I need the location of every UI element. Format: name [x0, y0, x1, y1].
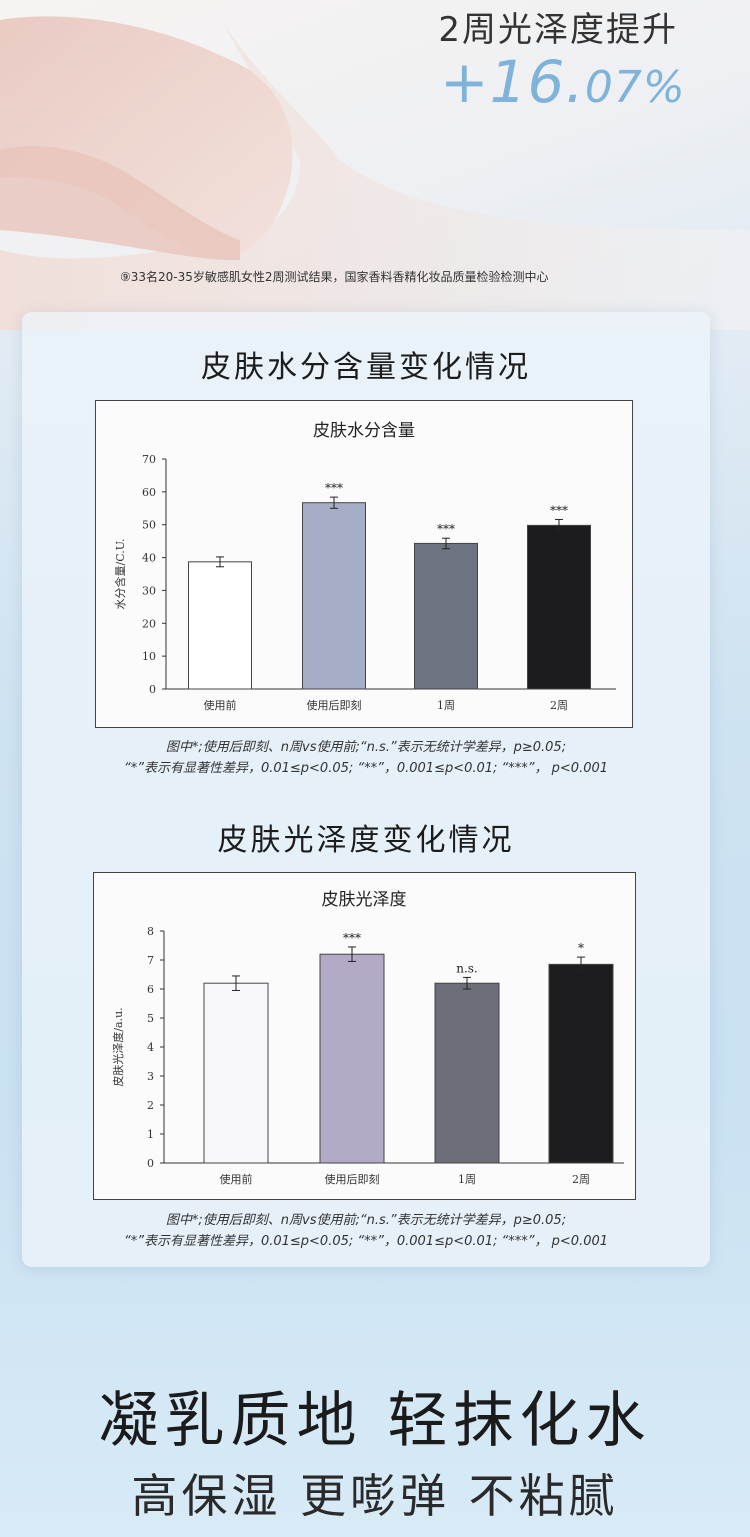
bar: [188, 561, 252, 690]
y-tick-label: 0: [147, 1157, 154, 1170]
significance-label: n.s.: [456, 961, 478, 975]
y-tick-label: 20: [142, 617, 156, 630]
x-tick-label: 使用前: [220, 1172, 253, 1186]
bar: [319, 953, 385, 1164]
moisture-section-title: 皮肤水分含量变化情况: [201, 350, 531, 385]
bar: [548, 963, 614, 1164]
chart-title: 皮肤水分含量: [313, 421, 415, 441]
y-tick-label: 4: [147, 1041, 154, 1054]
y-tick-label: 60: [142, 486, 156, 499]
significance-label: ***: [550, 503, 568, 517]
headline: 2周光泽度提升: [438, 10, 678, 50]
bar: [527, 524, 591, 690]
gloss-note: 图中*;使用后即刻、n周vs使用前;“n.s.”表示无统计学差异，p≥0.05;…: [123, 1213, 609, 1249]
gloss-bar-chart: 皮肤光泽度 0 1 2 3 4 5 6 7 8 皮肤光泽度/a.u. 使用前 *** 使用后即刻 n.s. 1…: [111, 890, 624, 1186]
bar: [302, 502, 366, 690]
significance-label: *: [578, 941, 584, 955]
y-tick-label: 7: [147, 954, 154, 967]
hero-banner: 2周光泽度提升 +16.07% ⑨33名20-35岁敏感肌女性2周测试结果，国家…: [0, 0, 750, 330]
moisture-note: 图中*;使用后即刻、n周vs使用前;“n.s.”表示无统计学差异，p≥0.05;…: [123, 740, 609, 776]
y-tick-label: 30: [142, 584, 156, 597]
x-tick-label: 使用后即刻: [325, 1172, 380, 1186]
y-tick-label: 1: [147, 1128, 154, 1141]
y-axis-label: 水分含量/C.U.: [113, 539, 127, 610]
significance-label: ***: [437, 522, 455, 536]
y-tick-label: 3: [147, 1070, 154, 1083]
y-tick-label: 70: [142, 453, 156, 466]
x-tick-label: 2周: [550, 699, 568, 712]
y-tick-label: 10: [142, 650, 156, 663]
y-tick-label: 2: [147, 1099, 154, 1112]
results-card: 皮肤水分含量变化情况 皮肤水分含量 0 10 20 30 40 50 60 70 水分含量/C.U…: [22, 312, 710, 1267]
bar: [203, 982, 269, 1164]
y-tick-label: 8: [147, 925, 154, 938]
gloss-section-title: 皮肤光泽度变化情况: [217, 823, 515, 858]
slogan-main: 凝乳质地 轻抹化水: [98, 1386, 652, 1456]
x-tick-label: 使用前: [204, 698, 237, 712]
improvement-percentage: +16.07%: [440, 48, 686, 116]
significance-label: ***: [325, 481, 343, 495]
moisture-bar-chart: 皮肤水分含量 0 10 20 30 40 50 60 70 水分含量/C.U. 使用前 *** 使用后即…: [113, 421, 616, 712]
moisture-figure: 皮肤水分含量 0 10 20 30 40 50 60 70 水分含量/C.U. 使用前 *** 使用后即…: [95, 400, 633, 728]
significance-label: ***: [343, 931, 361, 945]
hand-neck-illustration: [0, 0, 750, 330]
gloss-figure: 皮肤光泽度 0 1 2 3 4 5 6 7 8 皮肤光泽度/a.u. 使用前 *** 使用后即刻 n.s. 1…: [93, 872, 636, 1200]
bar: [414, 542, 478, 690]
x-tick-label: 1周: [458, 1173, 476, 1186]
x-tick-label: 1周: [437, 699, 455, 712]
chart-title: 皮肤光泽度: [322, 890, 407, 910]
y-tick-label: 5: [147, 1012, 154, 1025]
y-tick-label: 50: [142, 519, 156, 532]
bar: [434, 982, 500, 1164]
test-footnote: ⑨33名20-35岁敏感肌女性2周测试结果，国家香料香精化妆品质量检验检测中心: [120, 270, 549, 284]
x-tick-label: 2周: [572, 1173, 590, 1186]
y-tick-label: 6: [147, 983, 154, 996]
y-axis-label: 皮肤光泽度/a.u.: [111, 1007, 125, 1086]
y-tick-label: 40: [142, 552, 156, 565]
x-tick-label: 使用后即刻: [307, 698, 362, 712]
slogan-sub: 高保湿 更嘭弹 不粘腻: [131, 1469, 619, 1523]
y-tick-label: 0: [149, 683, 156, 696]
